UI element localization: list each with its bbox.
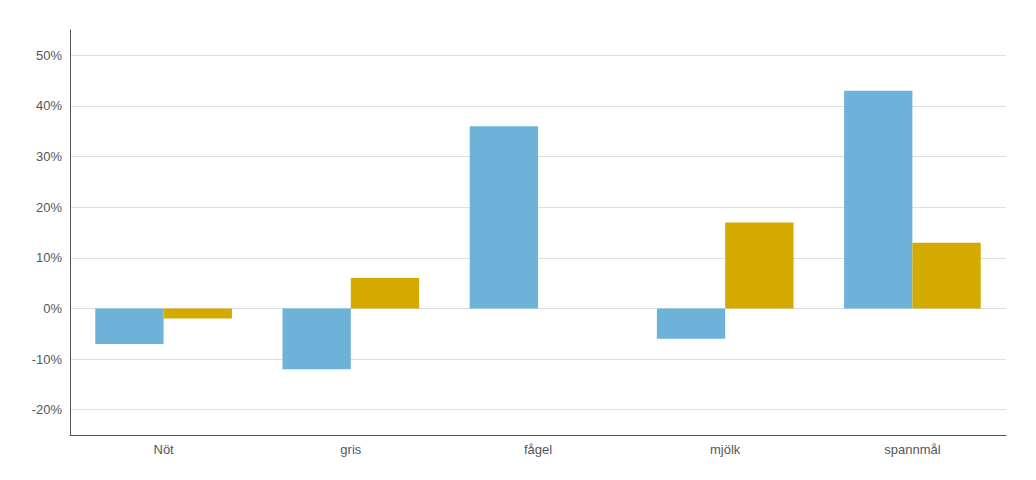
svg-text:mjölk: mjölk (710, 442, 741, 457)
svg-text:Nöt: Nöt (153, 442, 174, 457)
svg-text:spannmål: spannmål (884, 442, 940, 457)
svg-text:50%: 50% (36, 48, 62, 63)
svg-text:gris: gris (340, 442, 361, 457)
svg-text:40%: 40% (36, 98, 62, 113)
svg-text:-10%: -10% (32, 352, 63, 367)
svg-text:20%: 20% (36, 200, 62, 215)
svg-text:0%: 0% (43, 301, 62, 316)
svg-text:30%: 30% (36, 149, 62, 164)
svg-text:10%: 10% (36, 250, 62, 265)
svg-text:-20%: -20% (32, 402, 63, 417)
svg-text:fågel: fågel (524, 442, 552, 457)
